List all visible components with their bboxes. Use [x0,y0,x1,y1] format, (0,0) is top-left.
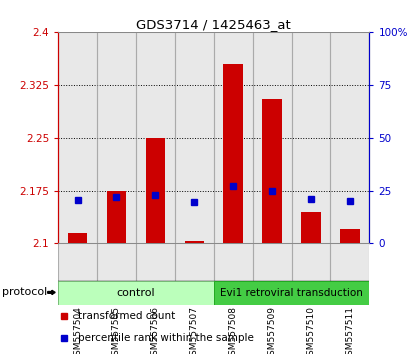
Bar [136,32,175,244]
Bar [214,32,253,244]
Bar [175,32,214,244]
Bar [97,244,136,281]
Bar [58,244,97,281]
Bar [291,244,330,281]
Bar [330,244,369,281]
Bar [175,244,214,281]
Text: control: control [117,288,155,298]
Bar [97,32,136,244]
Bar [291,32,330,244]
Bar [330,32,369,244]
Text: transformed count: transformed count [78,312,176,321]
Bar [58,32,97,244]
Bar [68,233,87,244]
Bar [301,212,321,244]
Bar [214,244,253,281]
Bar [136,244,175,281]
Bar [340,229,360,244]
Text: percentile rank within the sample: percentile rank within the sample [78,333,254,343]
Bar [262,99,282,244]
Bar [223,64,243,244]
Text: protocol: protocol [2,287,47,297]
Bar [253,244,292,281]
Bar [58,281,214,304]
Bar [107,190,126,244]
Bar [214,281,369,304]
Bar [146,138,165,244]
Bar [253,32,292,244]
Text: Evi1 retroviral transduction: Evi1 retroviral transduction [220,288,363,298]
Bar [185,241,204,244]
Title: GDS3714 / 1425463_at: GDS3714 / 1425463_at [137,18,291,31]
